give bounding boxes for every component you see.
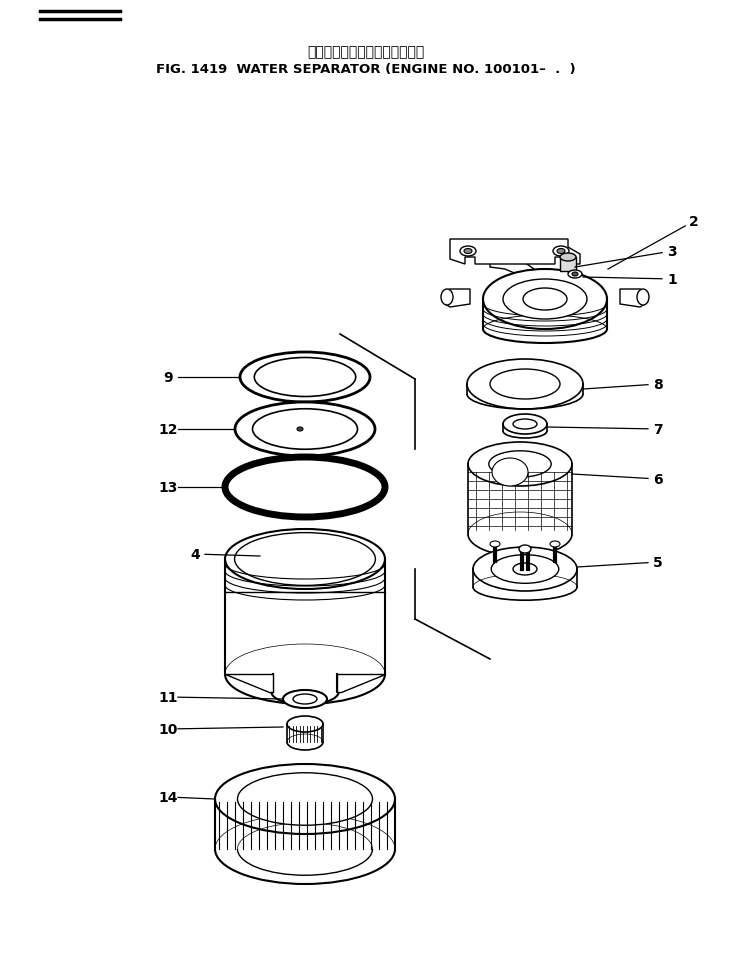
Ellipse shape	[491, 556, 559, 584]
Text: 2: 2	[689, 215, 699, 229]
Polygon shape	[490, 260, 545, 285]
Ellipse shape	[240, 353, 370, 403]
Text: 11: 11	[158, 690, 178, 704]
Ellipse shape	[513, 563, 537, 575]
Text: 8: 8	[653, 378, 663, 391]
Ellipse shape	[490, 542, 500, 548]
Text: 6: 6	[653, 472, 662, 486]
Ellipse shape	[293, 694, 317, 704]
Text: 12: 12	[158, 422, 178, 436]
Text: 7: 7	[653, 422, 662, 436]
Bar	[560, 258, 576, 272]
Ellipse shape	[253, 410, 357, 450]
Ellipse shape	[225, 529, 385, 590]
Ellipse shape	[503, 415, 547, 434]
Text: 13: 13	[158, 480, 178, 495]
Text: 9: 9	[163, 371, 173, 384]
Text: 4: 4	[190, 548, 200, 561]
Ellipse shape	[492, 459, 528, 486]
Ellipse shape	[550, 542, 560, 548]
Ellipse shape	[287, 716, 323, 733]
Polygon shape	[620, 289, 645, 308]
Ellipse shape	[523, 289, 567, 311]
Ellipse shape	[234, 533, 376, 586]
Polygon shape	[337, 674, 385, 692]
Ellipse shape	[215, 764, 395, 834]
Text: 3: 3	[667, 244, 677, 259]
Ellipse shape	[490, 370, 560, 400]
Ellipse shape	[237, 773, 373, 825]
Ellipse shape	[513, 420, 537, 429]
Ellipse shape	[464, 249, 472, 254]
Ellipse shape	[483, 270, 607, 330]
Ellipse shape	[557, 249, 565, 254]
Polygon shape	[450, 240, 580, 265]
Ellipse shape	[489, 451, 551, 477]
Text: ウォータセパレータ　通用底機: ウォータセパレータ 通用底機	[307, 45, 425, 59]
Ellipse shape	[460, 246, 476, 257]
Ellipse shape	[568, 271, 582, 279]
Polygon shape	[225, 674, 273, 692]
Ellipse shape	[254, 358, 356, 397]
Ellipse shape	[503, 280, 587, 320]
Ellipse shape	[297, 427, 303, 431]
Ellipse shape	[572, 273, 578, 277]
Text: 1: 1	[667, 273, 677, 287]
Ellipse shape	[473, 548, 577, 592]
Ellipse shape	[283, 690, 327, 708]
Ellipse shape	[468, 443, 572, 486]
Text: 14: 14	[158, 790, 178, 804]
Ellipse shape	[519, 546, 531, 554]
Ellipse shape	[235, 403, 375, 457]
Ellipse shape	[637, 289, 649, 306]
Text: 10: 10	[158, 723, 178, 736]
Ellipse shape	[441, 289, 453, 306]
Ellipse shape	[553, 246, 569, 257]
Ellipse shape	[225, 458, 385, 517]
Text: FIG. 1419  WATER SEPARATOR (ENGINE NO. 100101–  .  ): FIG. 1419 WATER SEPARATOR (ENGINE NO. 10…	[156, 64, 576, 76]
Text: 5: 5	[653, 556, 663, 569]
Ellipse shape	[467, 360, 583, 410]
Polygon shape	[445, 289, 470, 308]
Ellipse shape	[560, 253, 576, 262]
